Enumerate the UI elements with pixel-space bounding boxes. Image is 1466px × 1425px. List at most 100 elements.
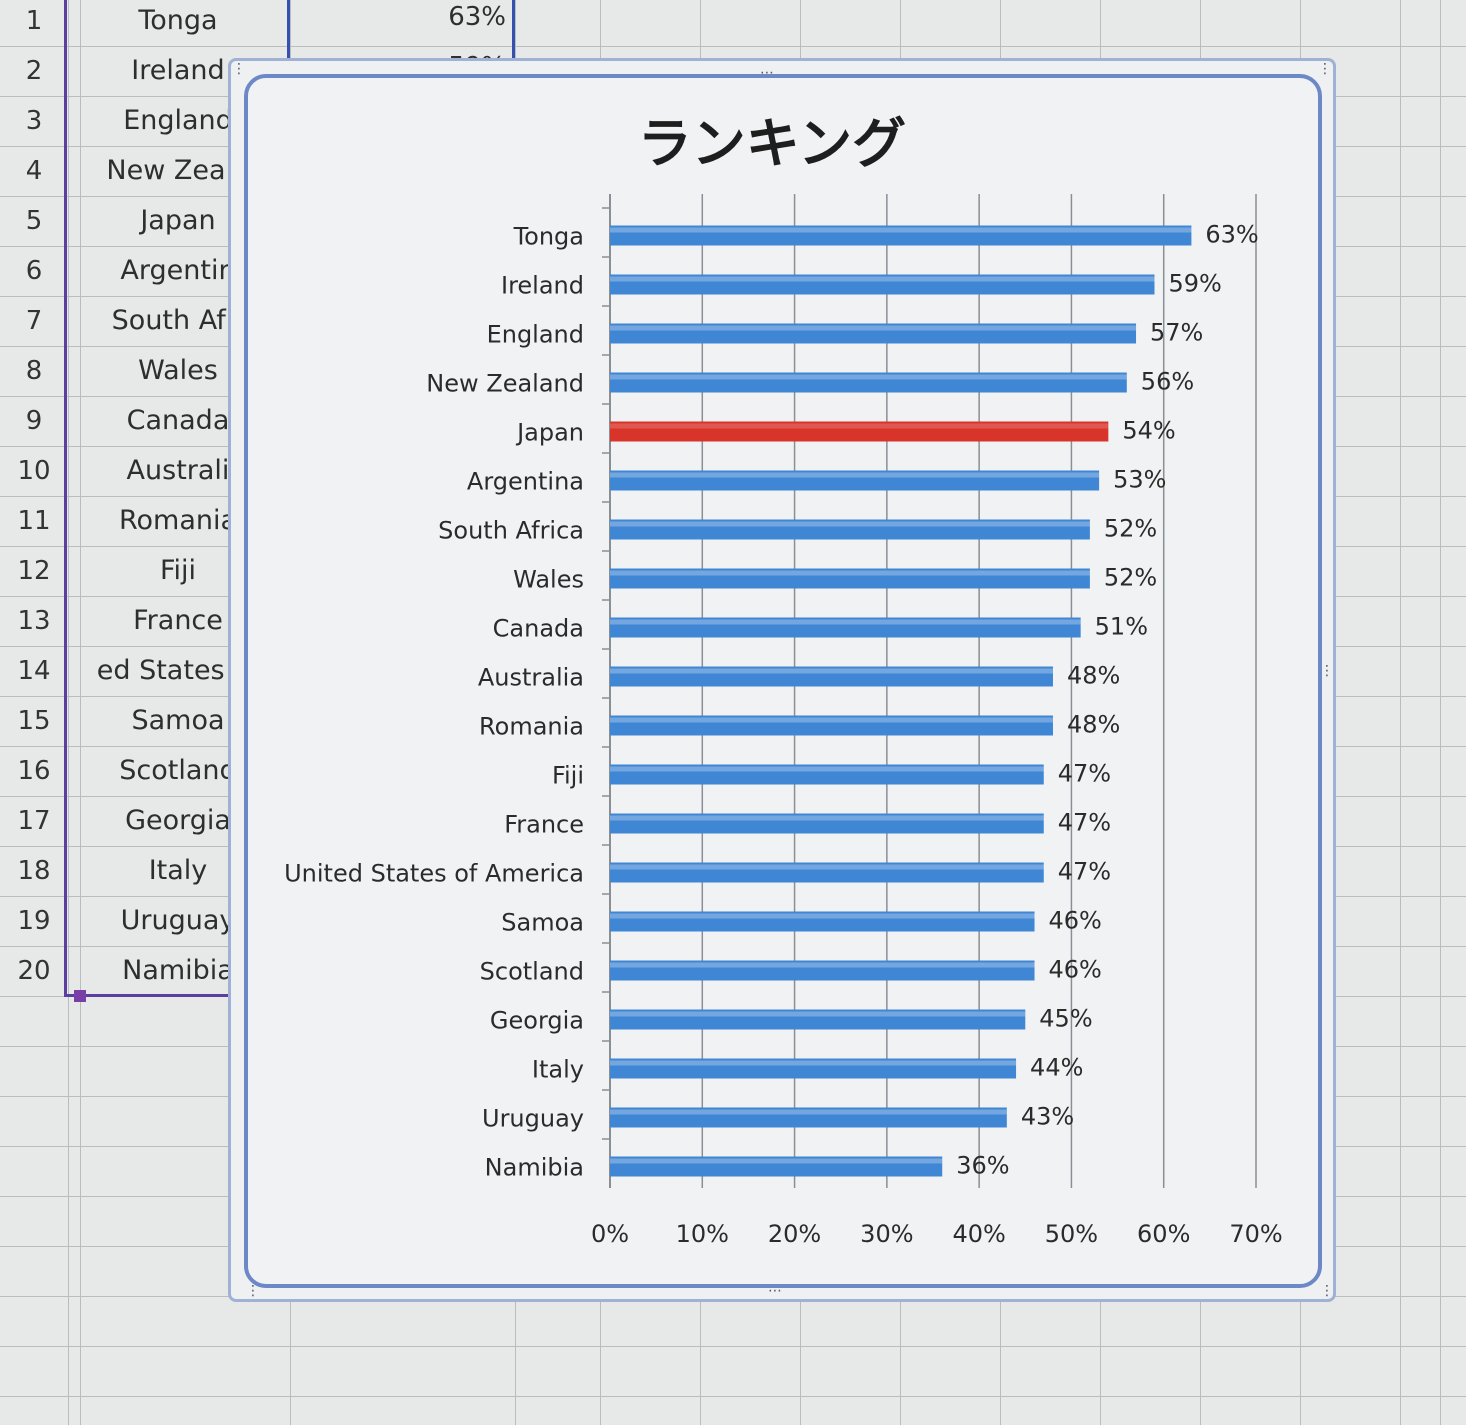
category-label: England bbox=[487, 321, 584, 349]
sheet-column-line bbox=[1400, 0, 1401, 1425]
sheet-column-line bbox=[68, 0, 69, 1425]
row-number[interactable]: 8 bbox=[25, 356, 43, 386]
bar bbox=[610, 1058, 1017, 1079]
row-number[interactable]: 14 bbox=[17, 656, 51, 686]
data-label: 56% bbox=[1141, 368, 1194, 396]
sheet-row-line bbox=[0, 46, 1466, 47]
country-cell[interactable]: Tonga bbox=[138, 5, 218, 36]
value-range-left-border bbox=[287, 0, 290, 80]
row-number[interactable]: 17 bbox=[17, 806, 51, 836]
data-label: 48% bbox=[1067, 711, 1120, 739]
country-cell[interactable]: Georgia bbox=[125, 805, 231, 836]
country-cell[interactable]: New Zeala bbox=[106, 155, 250, 186]
data-label: 48% bbox=[1067, 662, 1120, 690]
data-label: 44% bbox=[1030, 1054, 1083, 1082]
row-number[interactable]: 9 bbox=[25, 406, 43, 436]
range-fill-handle[interactable] bbox=[74, 990, 86, 1002]
bar bbox=[610, 568, 1090, 589]
country-cell[interactable]: Japan bbox=[140, 205, 216, 236]
bar bbox=[610, 666, 1053, 687]
category-label: Tonga bbox=[513, 223, 584, 251]
category-label: Japan bbox=[515, 419, 584, 447]
country-cell[interactable]: France bbox=[133, 605, 223, 636]
country-cell[interactable]: Italy bbox=[148, 855, 208, 886]
data-label: 53% bbox=[1113, 466, 1166, 494]
row-number[interactable]: 11 bbox=[17, 506, 51, 536]
country-cell[interactable]: Uruguay bbox=[120, 905, 236, 936]
resize-handle-bottomright[interactable]: ⋮ bbox=[1320, 1283, 1335, 1299]
country-cell[interactable]: Romania bbox=[118, 505, 238, 536]
row-number[interactable]: 16 bbox=[17, 756, 51, 786]
x-tick-label: 10% bbox=[676, 1220, 729, 1248]
data-label: 63% bbox=[1205, 221, 1258, 249]
resize-handle-bottom[interactable]: ⋯ bbox=[768, 1283, 783, 1299]
country-cell[interactable]: South Afri bbox=[111, 305, 245, 336]
category-label: New Zealand bbox=[426, 370, 584, 398]
data-label: 59% bbox=[1168, 270, 1221, 298]
row-number[interactable]: 20 bbox=[17, 956, 51, 986]
row-number[interactable]: 10 bbox=[17, 456, 51, 486]
bar bbox=[610, 519, 1090, 540]
country-cell[interactable]: Canada bbox=[126, 405, 230, 436]
bar-sheen bbox=[610, 521, 1090, 527]
data-label: 45% bbox=[1039, 1005, 1092, 1033]
country-cell[interactable]: Australi bbox=[126, 455, 230, 486]
country-cell[interactable]: Fiji bbox=[159, 555, 197, 586]
category-range-bottom-border bbox=[64, 994, 244, 997]
country-cell[interactable]: Scotland bbox=[119, 755, 237, 786]
sheet-row-line bbox=[0, 1346, 1466, 1347]
row-number[interactable]: 12 bbox=[17, 556, 51, 586]
country-cell[interactable]: Ireland bbox=[131, 55, 225, 86]
data-label: 47% bbox=[1058, 858, 1111, 886]
bar bbox=[610, 617, 1081, 638]
category-label: Wales bbox=[513, 566, 584, 594]
category-range-left-border bbox=[64, 0, 67, 996]
country-cell[interactable]: Wales bbox=[138, 355, 218, 386]
row-number[interactable]: 15 bbox=[17, 706, 51, 736]
row-number[interactable]: 3 bbox=[25, 106, 43, 136]
value-range-right-border bbox=[512, 0, 515, 80]
category-label: Argentina bbox=[467, 468, 584, 496]
bar bbox=[610, 323, 1137, 344]
category-label: Samoa bbox=[501, 909, 584, 937]
row-number[interactable]: 7 bbox=[25, 306, 43, 336]
resize-handle-bottomleft[interactable]: ⋮ bbox=[246, 1283, 261, 1299]
resize-handle-topright[interactable]: ⋮ bbox=[1318, 61, 1333, 77]
row-number[interactable]: 4 bbox=[25, 156, 43, 186]
row-number[interactable]: 19 bbox=[17, 906, 51, 936]
row-number[interactable]: 5 bbox=[25, 206, 43, 236]
category-label: United States of America bbox=[284, 860, 584, 888]
data-label: 47% bbox=[1058, 809, 1111, 837]
country-cell[interactable]: Namibia bbox=[122, 955, 234, 986]
resize-handle-top[interactable]: ⋯ bbox=[760, 65, 775, 81]
x-tick-label: 0% bbox=[591, 1220, 629, 1248]
bar-sheen bbox=[610, 815, 1044, 821]
country-cell[interactable]: England bbox=[123, 105, 233, 136]
value-cell[interactable]: 63% bbox=[448, 2, 506, 32]
row-number[interactable]: 18 bbox=[17, 856, 51, 886]
bar-sheen bbox=[610, 913, 1035, 919]
category-label: Australia bbox=[478, 664, 584, 692]
bar bbox=[610, 1107, 1007, 1128]
row-number[interactable]: 2 bbox=[25, 56, 43, 86]
resize-handle-right[interactable]: ⋮ bbox=[1320, 663, 1335, 679]
x-tick-label: 40% bbox=[952, 1220, 1005, 1248]
category-label: Ireland bbox=[501, 272, 584, 300]
row-number[interactable]: 1 bbox=[25, 6, 43, 36]
bar-sheen bbox=[610, 570, 1090, 576]
data-label: 46% bbox=[1049, 956, 1102, 984]
data-label: 51% bbox=[1095, 613, 1148, 641]
x-tick-label: 60% bbox=[1137, 1220, 1190, 1248]
category-label: Italy bbox=[532, 1056, 584, 1084]
country-cell[interactable]: Samoa bbox=[131, 705, 225, 736]
row-number[interactable]: 6 bbox=[25, 256, 43, 286]
chart-title: ランキング bbox=[638, 112, 906, 175]
bar bbox=[610, 715, 1053, 736]
resize-handle-topleft[interactable]: ⋮ bbox=[232, 61, 247, 77]
bar-sheen bbox=[610, 668, 1053, 674]
bar-sheen bbox=[610, 374, 1127, 380]
row-number[interactable]: 13 bbox=[17, 606, 51, 636]
sheet-column-line bbox=[1440, 0, 1441, 1425]
country-cell[interactable]: Argentin bbox=[120, 255, 236, 286]
category-label: Scotland bbox=[480, 958, 584, 986]
